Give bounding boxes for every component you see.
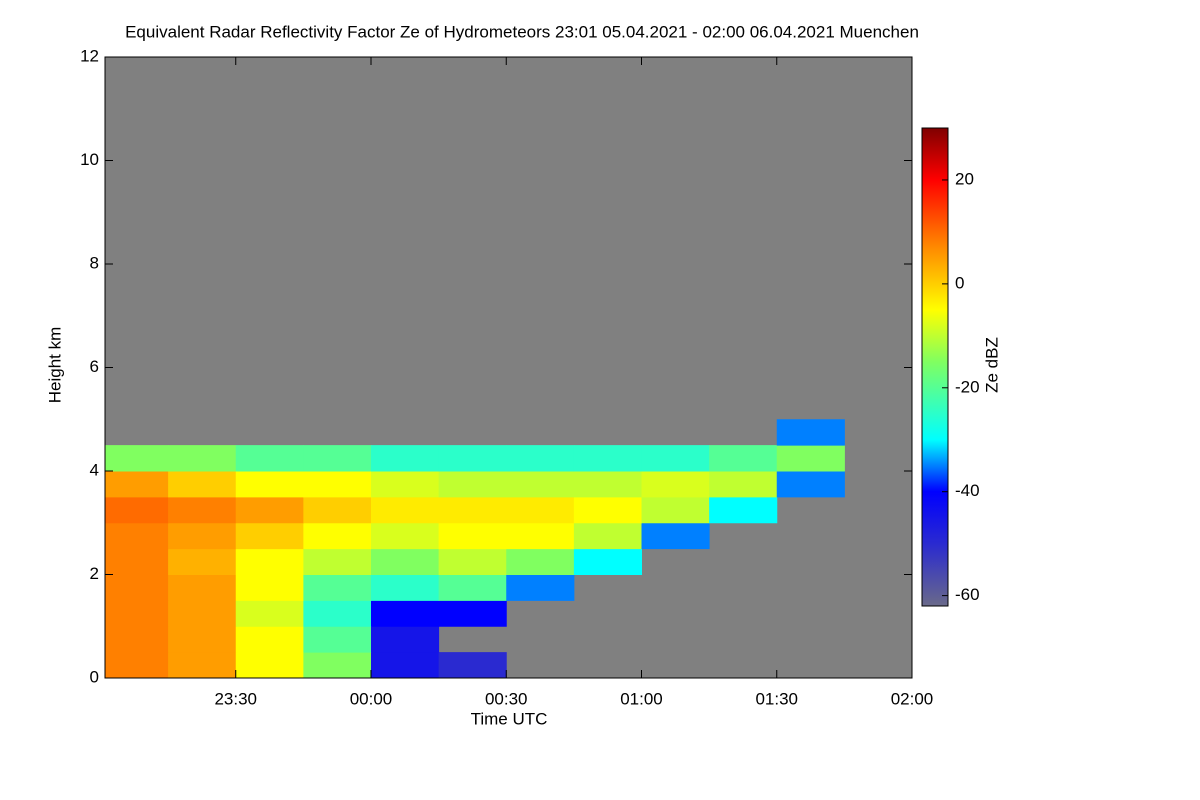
heatmap-cell bbox=[506, 522, 575, 550]
heatmap-cell bbox=[105, 574, 169, 601]
heatmap-cell bbox=[105, 496, 169, 524]
heatmap-cell bbox=[168, 548, 237, 575]
heatmap-cell bbox=[506, 548, 575, 575]
chart-title: Equivalent Radar Reflectivity Factor Ze … bbox=[125, 22, 919, 41]
heatmap-cell bbox=[573, 496, 642, 524]
heatmap-cell bbox=[370, 574, 440, 601]
y-tick-label: 8 bbox=[90, 253, 99, 272]
heatmap-cell bbox=[438, 548, 507, 575]
heatmap-cell bbox=[370, 626, 440, 653]
heatmap-cell bbox=[641, 522, 710, 550]
heatmap-cell bbox=[370, 600, 440, 627]
heatmap-cell bbox=[105, 626, 169, 653]
heatmap-cell bbox=[776, 419, 845, 446]
heatmap-cell bbox=[573, 522, 642, 550]
colorbar-label: Ze dBZ bbox=[982, 337, 1001, 393]
colorbar-tick-label: -20 bbox=[955, 377, 980, 396]
heatmap-cell bbox=[105, 522, 169, 550]
heatmap-cell bbox=[370, 496, 440, 524]
x-tick-label: 00:00 bbox=[350, 689, 393, 708]
heatmap-cell bbox=[105, 471, 169, 498]
heatmap-cell bbox=[303, 652, 372, 679]
colorbar-tick-label: 20 bbox=[955, 169, 974, 188]
heatmap-cell bbox=[235, 471, 304, 498]
heatmap-cell bbox=[370, 652, 440, 679]
heatmap-cell bbox=[168, 496, 237, 524]
heatmap-cell bbox=[438, 445, 507, 472]
heatmap-cell bbox=[105, 652, 169, 679]
heatmap-cell bbox=[235, 574, 304, 601]
heatmap-cell bbox=[235, 522, 304, 550]
heatmap-cell bbox=[370, 445, 440, 472]
heatmap-cell bbox=[105, 445, 169, 472]
x-tick-label: 01:00 bbox=[620, 689, 663, 708]
heatmap-cell bbox=[573, 445, 642, 472]
y-tick-label: 12 bbox=[80, 46, 99, 65]
heatmap-cell bbox=[168, 445, 237, 472]
y-tick-label: 2 bbox=[90, 564, 99, 583]
heatmap-cell bbox=[438, 522, 507, 550]
heatmap-cell bbox=[370, 471, 440, 498]
heatmap-cell bbox=[506, 445, 575, 472]
heatmap-cell bbox=[506, 496, 575, 524]
heatmap-cell bbox=[370, 522, 440, 550]
colorbar-tick-label: -60 bbox=[955, 585, 980, 604]
y-axis-label: Height km bbox=[45, 327, 64, 404]
heatmap-cell bbox=[168, 626, 237, 653]
heatmap-cell bbox=[573, 471, 642, 498]
heatmap-cell bbox=[303, 522, 372, 550]
heatmap-cell bbox=[235, 496, 304, 524]
heatmap-cell bbox=[235, 626, 304, 653]
colorbar-tick-label: 0 bbox=[955, 273, 964, 292]
heatmap-cell bbox=[641, 445, 710, 472]
heatmap-cell bbox=[235, 600, 304, 627]
heatmap-cell bbox=[709, 471, 778, 498]
heatmap-cell bbox=[168, 600, 237, 627]
heatmap-cell bbox=[303, 496, 372, 524]
colorbar bbox=[921, 127, 949, 607]
heatmap-cell bbox=[105, 600, 169, 627]
heatmap-cell bbox=[235, 652, 304, 679]
heatmap-cell bbox=[438, 600, 507, 627]
x-axis-label: Time UTC bbox=[471, 709, 548, 728]
heatmap-cell bbox=[235, 548, 304, 575]
heatmap-cell bbox=[573, 548, 642, 575]
heatmap-cell bbox=[303, 445, 372, 472]
heatmap-cell bbox=[303, 574, 372, 601]
y-tick-label: 6 bbox=[90, 357, 99, 376]
y-tick-label: 10 bbox=[80, 150, 99, 169]
heatmap-cell bbox=[235, 445, 304, 472]
heatmap-cell bbox=[641, 471, 710, 498]
heatmap-cell bbox=[438, 652, 507, 679]
heatmap-cell bbox=[303, 626, 372, 653]
heatmap-cell bbox=[438, 574, 507, 601]
x-tick-label: 00:30 bbox=[485, 689, 528, 708]
heatmap-cell bbox=[168, 471, 237, 498]
heatmap-cell bbox=[506, 574, 575, 601]
heatmap-cell bbox=[506, 471, 575, 498]
x-tick-label: 23:30 bbox=[214, 689, 257, 708]
heatmap-cell bbox=[303, 600, 372, 627]
y-tick-label: 0 bbox=[90, 667, 99, 686]
heatmap-cell bbox=[168, 522, 237, 550]
heatmap-cell bbox=[168, 652, 237, 679]
heatmap-cell bbox=[776, 471, 845, 498]
heatmap-cell bbox=[709, 496, 778, 524]
heatmap-cell bbox=[303, 548, 372, 575]
heatmap-cell bbox=[105, 548, 169, 575]
heatmap-cell bbox=[370, 548, 440, 575]
colorbar-tick-label: -40 bbox=[955, 481, 980, 500]
x-tick-label: 02:00 bbox=[891, 689, 934, 708]
y-tick-label: 4 bbox=[90, 460, 99, 479]
heatmap-cell bbox=[303, 471, 372, 498]
heatmap-cell bbox=[709, 445, 778, 472]
heatmap-cell bbox=[776, 445, 845, 472]
heatmap-cell bbox=[438, 496, 507, 524]
heatmap-cell bbox=[438, 471, 507, 498]
x-tick-label: 01:30 bbox=[755, 689, 798, 708]
heatmap-cell bbox=[168, 574, 237, 601]
heatmap-cell bbox=[641, 496, 710, 524]
